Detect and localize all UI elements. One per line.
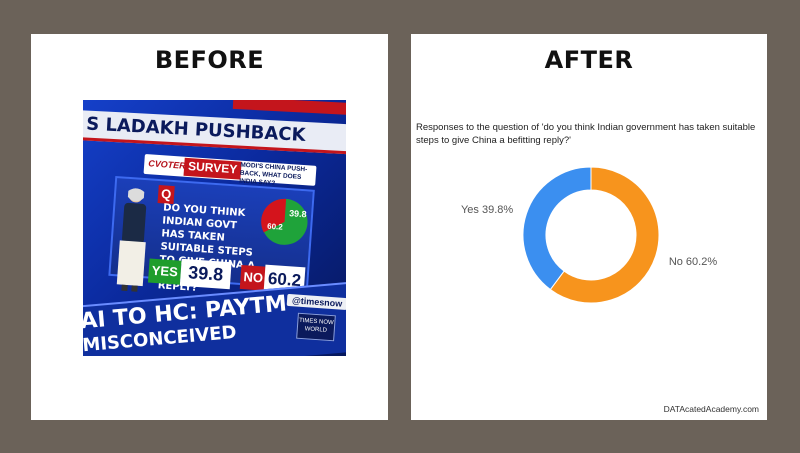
- watermark: DATAcatedAcademy.com: [663, 404, 759, 414]
- person-image: [116, 188, 147, 292]
- tv-yes-value: 39.8: [179, 258, 232, 290]
- tv-no-label: NO: [239, 264, 267, 291]
- chart-title: Responses to the question of 'do you thi…: [416, 122, 756, 146]
- tv-mini-pie-no: 60.2: [267, 222, 284, 232]
- donut-slice-yes: [522, 166, 592, 291]
- tv-screenshot: S LADAKH PUSHBACK CVOTER SURVEY MODI'S C…: [83, 100, 346, 356]
- tv-cvoter-logo: CVOTER: [147, 158, 187, 171]
- tv-survey-tag: SURVEY: [183, 157, 242, 180]
- tv-mini-pie: 39.8 60.2: [261, 198, 308, 245]
- donut-slice-no: [549, 166, 660, 304]
- tv-channel-logo: TIMES NOW WORLD: [296, 312, 336, 342]
- tv-survey-card: CVOTER SURVEY MODI'S CHINA PUSH-BACK, WH…: [106, 152, 324, 318]
- donut-chart: No 60.2% Yes 39.8%: [461, 166, 718, 304]
- tv-question-box: Q DO YOU THINK INDIAN GOVT HAS TAKEN SUI…: [108, 175, 315, 294]
- tv-mini-pie-yes: 39.8: [289, 208, 307, 219]
- after-heading: AFTER: [544, 46, 634, 74]
- donut-label-no: No 60.2%: [669, 256, 718, 268]
- donut-label-yes: Yes 39.8%: [461, 204, 513, 216]
- before-heading: BEFORE: [154, 46, 265, 74]
- tv-yes-label: YES: [147, 258, 182, 285]
- before-panel: BEFORE S LADAKH PUSHBACK CVOTER SURVEY M…: [31, 34, 388, 420]
- after-panel: AFTER Responses to the question of 'do y…: [411, 34, 767, 420]
